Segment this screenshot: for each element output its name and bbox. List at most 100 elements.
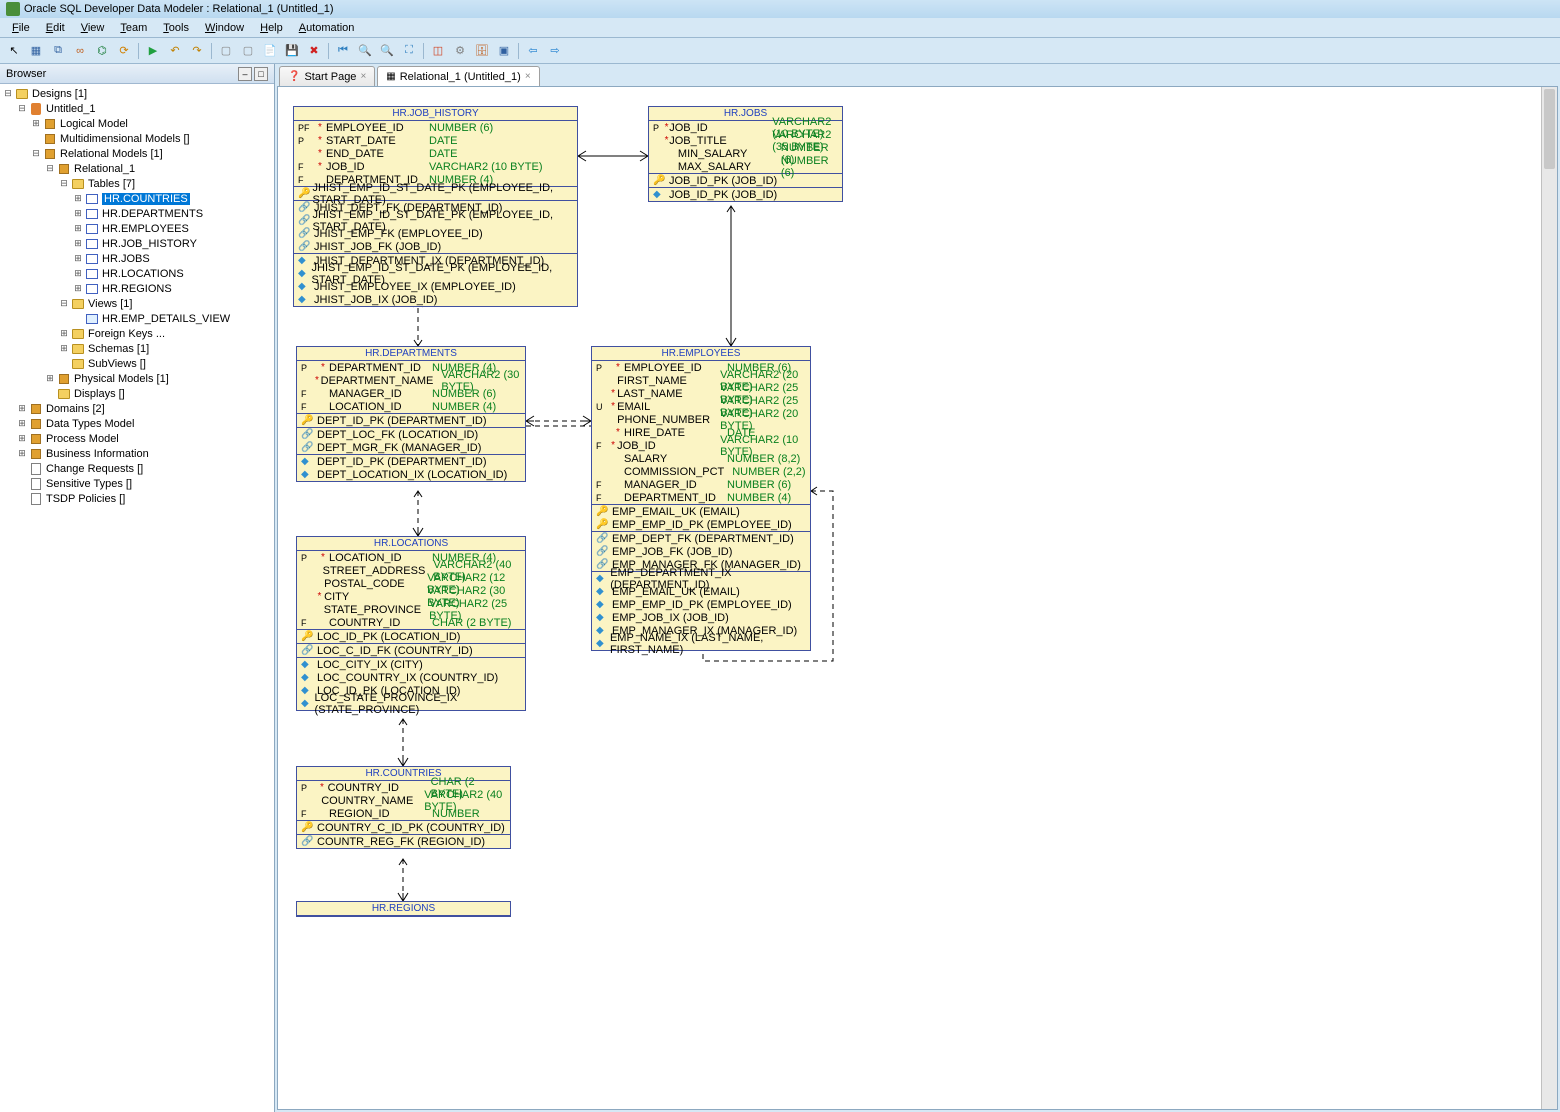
tree-node[interactable]: ⊞HR.EMPLOYEES — [0, 221, 274, 236]
menu-file[interactable]: File — [4, 20, 38, 36]
pk-icon: 🔑 — [298, 188, 310, 199]
expand-toggle-icon[interactable]: ⊟ — [16, 103, 28, 114]
tree-node[interactable]: ⊞Process Model — [0, 431, 274, 446]
redo-icon[interactable]: ↷ — [187, 41, 207, 61]
menu-team[interactable]: Team — [112, 20, 155, 36]
menu-view[interactable]: View — [73, 20, 113, 36]
open-icon[interactable]: 📄 — [260, 41, 280, 61]
pk-icon: 🔑 — [301, 822, 315, 833]
expand-toggle-icon[interactable]: ⊞ — [72, 253, 84, 264]
tree-node[interactable]: ⊞Physical Models [1] — [0, 371, 274, 386]
tree-node[interactable]: ⊞HR.DEPARTMENTS — [0, 206, 274, 221]
browser-maximize-icon[interactable]: □ — [254, 67, 268, 81]
expand-toggle-icon[interactable]: ⊞ — [16, 418, 28, 429]
tree-node[interactable]: ⊟Tables [7] — [0, 176, 274, 191]
entity-departments[interactable]: HR.DEPARTMENTSP*DEPARTMENT_IDNUMBER (4)*… — [296, 346, 526, 482]
box-icon[interactable]: ◫ — [428, 41, 448, 61]
scrollbar-thumb[interactable] — [1544, 89, 1555, 169]
expand-toggle-icon[interactable]: ⊟ — [58, 178, 70, 189]
window-icon[interactable]: ▣ — [494, 41, 514, 61]
delete-icon[interactable]: ✖ — [304, 41, 324, 61]
tree-node[interactable]: Displays [] — [0, 386, 274, 401]
tree-node[interactable]: ⊞Data Types Model — [0, 416, 274, 431]
tree-icon[interactable]: ⌬ — [92, 41, 112, 61]
newdoc-icon[interactable]: ▢ — [238, 41, 258, 61]
entity-job_history[interactable]: HR.JOB_HISTORYPF*EMPLOYEE_IDNUMBER (6)P*… — [293, 106, 578, 307]
tree-node[interactable]: ⊞HR.LOCATIONS — [0, 266, 274, 281]
forward-icon[interactable]: ⇨ — [545, 41, 565, 61]
expand-toggle-icon[interactable]: ⊟ — [58, 298, 70, 309]
expand-toggle-icon[interactable]: ⊟ — [2, 88, 14, 99]
menu-tools[interactable]: Tools — [155, 20, 197, 36]
entity-locations[interactable]: HR.LOCATIONSP*LOCATION_IDNUMBER (4)STREE… — [296, 536, 526, 711]
play-icon[interactable]: ▶ — [143, 41, 163, 61]
menu-automation[interactable]: Automation — [291, 20, 363, 36]
compare-icon[interactable]: ⧉ — [48, 41, 68, 61]
tree-node[interactable]: Change Requests [] — [0, 461, 274, 476]
browser-tree[interactable]: ⊟Designs [1]⊟Untitled_1⊞Logical ModelMul… — [0, 84, 274, 1112]
expand-toggle-icon[interactable]: ⊟ — [44, 163, 56, 174]
zoomfirst-icon[interactable]: ⏮ — [333, 41, 353, 61]
tree-node[interactable]: SubViews [] — [0, 356, 274, 371]
expand-toggle-icon[interactable]: ⊞ — [72, 223, 84, 234]
link-icon[interactable]: ∞ — [70, 41, 90, 61]
grid-icon[interactable]: ▦ — [26, 41, 46, 61]
tab-close-icon[interactable]: × — [525, 71, 531, 82]
tree-node[interactable]: ⊞Business Information — [0, 446, 274, 461]
fit-icon[interactable]: ⛶ — [399, 41, 419, 61]
tree-node[interactable]: ⊟Views [1] — [0, 296, 274, 311]
undo-icon[interactable]: ↶ — [165, 41, 185, 61]
entity-regions[interactable]: HR.REGIONS — [296, 901, 511, 917]
expand-toggle-icon[interactable]: ⊞ — [72, 193, 84, 204]
expand-toggle-icon[interactable]: ⊞ — [16, 433, 28, 444]
expand-toggle-icon[interactable]: ⊟ — [30, 148, 42, 159]
expand-toggle-icon[interactable]: ⊞ — [58, 328, 70, 339]
expand-toggle-icon[interactable]: ⊞ — [16, 403, 28, 414]
tree-node[interactable]: ⊞Foreign Keys ... — [0, 326, 274, 341]
zoomout-icon[interactable]: 🔍 — [355, 41, 375, 61]
menu-edit[interactable]: Edit — [38, 20, 73, 36]
tree-node[interactable]: ⊞Schemas [1] — [0, 341, 274, 356]
expand-toggle-icon[interactable]: ⊞ — [72, 283, 84, 294]
zoomin-icon[interactable]: 🔍 — [377, 41, 397, 61]
entity-employees[interactable]: HR.EMPLOYEESP*EMPLOYEE_IDNUMBER (6)FIRST… — [591, 346, 811, 651]
db-icon[interactable]: 🗄 — [472, 41, 492, 61]
entity-jobs[interactable]: HR.JOBSP*JOB_IDVARCHAR2 (10 BYTE)*JOB_TI… — [648, 106, 843, 202]
tree-node[interactable]: ⊟Untitled_1 — [0, 101, 274, 116]
editor-tab[interactable]: ▦Relational_1 (Untitled_1)× — [377, 66, 539, 86]
tab-close-icon[interactable]: × — [360, 71, 366, 82]
tree-node[interactable]: HR.EMP_DETAILS_VIEW — [0, 311, 274, 326]
menu-help[interactable]: Help — [252, 20, 291, 36]
expand-toggle-icon[interactable]: ⊞ — [72, 268, 84, 279]
tree-node[interactable]: TSDP Policies [] — [0, 491, 274, 506]
save-icon[interactable]: 💾 — [282, 41, 302, 61]
tree-node[interactable]: ⊞HR.JOB_HISTORY — [0, 236, 274, 251]
diagram-canvas[interactable]: HR.JOB_HISTORYPF*EMPLOYEE_IDNUMBER (6)P*… — [277, 86, 1558, 1110]
tree-node[interactable]: Multidimensional Models [] — [0, 131, 274, 146]
tree-node[interactable]: ⊟Relational_1 — [0, 161, 274, 176]
new-icon[interactable]: ▢ — [216, 41, 236, 61]
expand-toggle-icon[interactable]: ⊞ — [72, 208, 84, 219]
expand-toggle-icon[interactable]: ⊞ — [58, 343, 70, 354]
expand-toggle-icon[interactable]: ⊞ — [72, 238, 84, 249]
entity-countries[interactable]: HR.COUNTRIESP*COUNTRY_IDCHAR (2 BYTE)COU… — [296, 766, 511, 849]
tree-node[interactable]: ⊞HR.REGIONS — [0, 281, 274, 296]
tree-node[interactable]: ⊞Logical Model — [0, 116, 274, 131]
editor-tab[interactable]: ❓Start Page× — [279, 66, 375, 86]
tree-node[interactable]: ⊞HR.COUNTRIES — [0, 191, 274, 206]
vertical-scrollbar[interactable] — [1541, 87, 1557, 1109]
expand-toggle-icon[interactable]: ⊞ — [16, 448, 28, 459]
tree-node[interactable]: Sensitive Types [] — [0, 476, 274, 491]
back-icon[interactable]: ⇦ — [523, 41, 543, 61]
tree-node[interactable]: ⊟Designs [1] — [0, 86, 274, 101]
expand-toggle-icon[interactable]: ⊞ — [44, 373, 56, 384]
menu-window[interactable]: Window — [197, 20, 252, 36]
gear-icon[interactable]: ⚙ — [450, 41, 470, 61]
refresh-icon[interactable]: ⟳ — [114, 41, 134, 61]
browser-minimize-icon[interactable]: ‒ — [238, 67, 252, 81]
tree-node[interactable]: ⊞HR.JOBS — [0, 251, 274, 266]
expand-toggle-icon[interactable]: ⊞ — [30, 118, 42, 129]
tree-node[interactable]: ⊞Domains [2] — [0, 401, 274, 416]
pointer-icon[interactable]: ↖ — [4, 41, 24, 61]
tree-node[interactable]: ⊟Relational Models [1] — [0, 146, 274, 161]
